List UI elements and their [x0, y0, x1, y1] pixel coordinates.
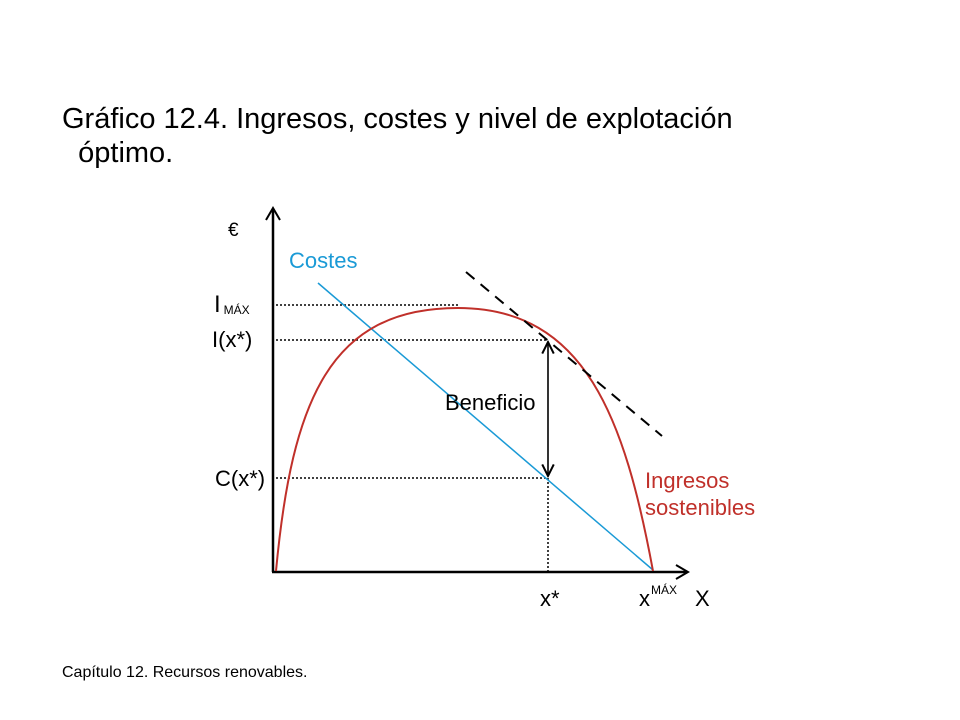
- x-max-main: x: [639, 586, 650, 611]
- x-max-sup: MÁX: [651, 582, 677, 597]
- tangent-dashed-line: [465, 271, 663, 437]
- page-title: Gráfico 12.4. Ingresos, costes y nivel d…: [62, 102, 842, 170]
- title-line-2-text: óptimo.: [78, 137, 174, 169]
- c-xstar-label: C(x*): [215, 466, 265, 491]
- y-axis-arrowhead: [265, 206, 281, 221]
- ingresos-label-line1: Ingresos: [645, 468, 729, 493]
- xstar-label: x*: [540, 586, 560, 611]
- title-line-2: óptimo.: [62, 136, 842, 170]
- x-axis-label: X: [695, 586, 710, 611]
- i-max-sub: MÁX: [224, 302, 250, 317]
- x-max-label: xMÁX: [639, 582, 677, 611]
- i-xstar-label: I(x*): [212, 327, 252, 352]
- costes-label: Costes: [289, 248, 357, 273]
- ingresos-curve: [275, 306, 654, 572]
- beneficio-label: Beneficio: [445, 390, 536, 415]
- euro-label: €: [228, 220, 239, 241]
- title-line-1: Gráfico 12.4. Ingresos, costes y nivel d…: [62, 103, 733, 135]
- i-max-label: I MÁX: [214, 291, 250, 318]
- ingresos-label-line2: sostenibles: [645, 495, 755, 520]
- i-max-main: I: [214, 291, 221, 318]
- x-axis-arrowhead: [675, 564, 690, 580]
- footer: Capítulo 12. Recursos renovables.: [62, 664, 308, 681]
- costes-line: [317, 282, 654, 571]
